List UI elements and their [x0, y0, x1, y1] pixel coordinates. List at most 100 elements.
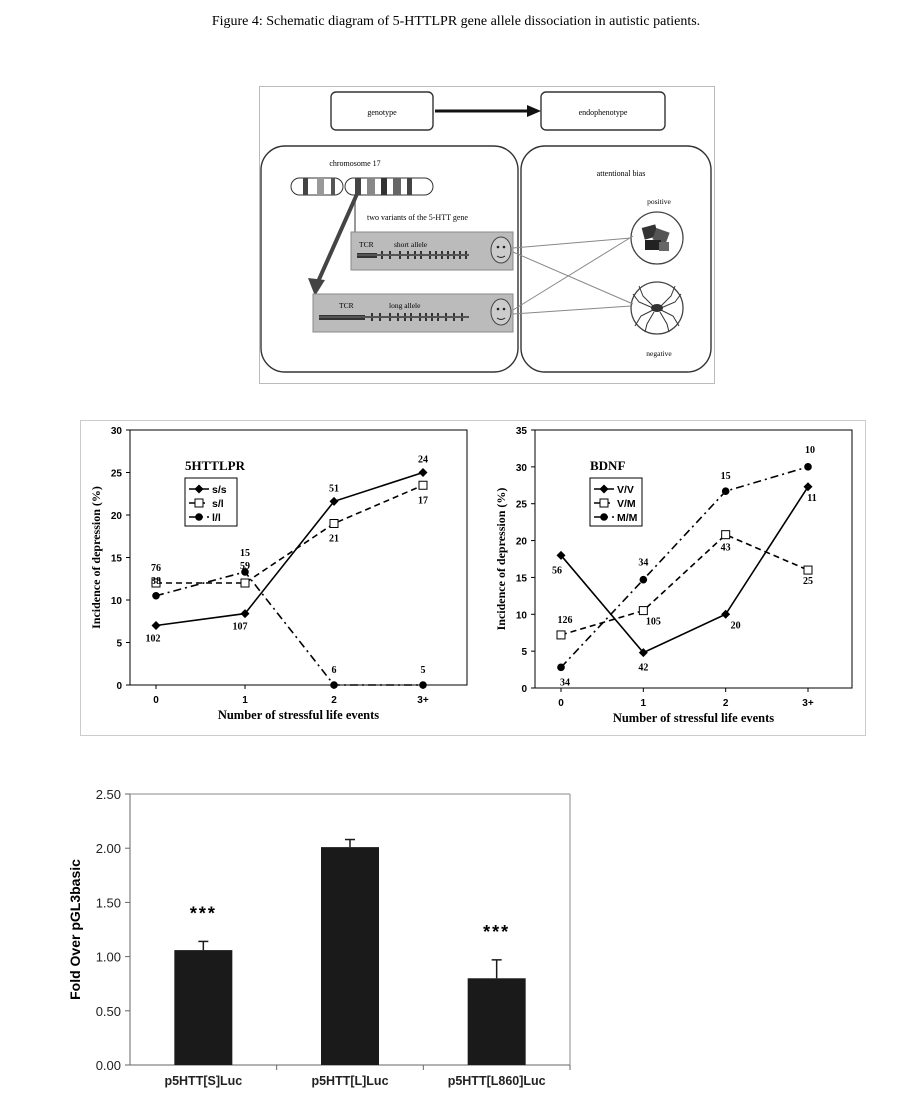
chart-bdnf-y-tick-label: 35 — [516, 426, 528, 437]
chart-bdnf-data-label: 105 — [646, 617, 661, 628]
schematic-diagram: genotype endophenotype chromosome 17 two… — [259, 86, 715, 384]
chart-5httlpr-y-tick-label: 0 — [116, 681, 122, 692]
long-allele-face-icon — [490, 298, 512, 326]
endophenotype-label: endophenotype — [579, 108, 628, 117]
variants-label: two variants of the 5-HTT gene — [367, 213, 468, 222]
positive-stimulus-icon — [630, 211, 684, 265]
line-charts-frame — [80, 420, 866, 736]
chart-5httlpr-data-label: 5 — [421, 665, 426, 676]
chart-5httlpr-x-tick-label: 3+ — [417, 695, 429, 706]
chart-bdnf-data-label: 56 — [552, 565, 562, 576]
chart-5httlpr-data-label: 15 — [240, 548, 250, 559]
chart-5httlpr-legend-entry: s/s — [212, 484, 227, 496]
chart-5httlpr-data-label: 24 — [418, 455, 428, 466]
chart-bdnf-y-tick-label: 25 — [516, 500, 528, 511]
chart-bdnf-legend-marker — [600, 513, 608, 521]
chart-5httlpr-y-tick-label: 25 — [111, 469, 123, 480]
short-allele-label: short allele — [394, 240, 428, 249]
chart-bdnf-series-line-2 — [560, 466, 809, 668]
genotype-arrow-head — [527, 105, 541, 117]
chart-bdnf-data-label: 126 — [558, 615, 573, 626]
bar-0 — [174, 950, 233, 1065]
chart-bdnf-y-tick-label: 5 — [521, 647, 527, 658]
chart-bdnf-data-label: 34 — [638, 558, 648, 569]
chart-bdnf-legend-entry: M/M — [617, 512, 638, 524]
bar-y-tick-label: 1.50 — [96, 895, 121, 910]
chart-bdnf-x-tick-label: 3+ — [802, 698, 814, 709]
bar-significance-marker: *** — [190, 903, 217, 923]
chart-bdnf-y-tick-label: 30 — [516, 463, 528, 474]
chart-bdnf-legend-marker — [599, 498, 609, 508]
chart-5httlpr-x-tick-label: 2 — [331, 695, 337, 706]
chart-bdnf-data-point — [556, 630, 566, 640]
chart-5httlpr-data-label: 6 — [332, 665, 337, 676]
chart-5httlpr-data-point — [151, 578, 161, 588]
chart-5httlpr-series-line-1 — [156, 484, 424, 584]
chart-bdnf-x-tick-label: 1 — [641, 698, 647, 709]
chart-5httlpr-legend-marker — [194, 498, 204, 508]
chart-bdnf-y-tick-label: 0 — [521, 684, 527, 695]
chart-luciferase: 0.00 0.50 1.00 1.50 2.00 2.50 Fold Over pGL3ba… — [67, 787, 571, 1088]
chart-5httlpr-data-label: 76 — [151, 563, 161, 574]
chart-5httlpr-legend-entry: s/l — [212, 498, 224, 510]
chart-5httlpr-data-point — [152, 591, 160, 600]
chart-bdnf-data-label: 11 — [807, 493, 816, 504]
chart-5httlpr-legend-marker — [195, 513, 203, 521]
chart-5httlpr-data-point — [418, 468, 428, 477]
chart-5httlpr-y-tick-label: 10 — [111, 596, 123, 607]
chart-5httlpr-y-tick-label: 5 — [116, 639, 122, 650]
chart-5httlpr: 0 5 10 15 20 25 30 0 1 2 3+ Number of stressful lif… — [89, 426, 468, 722]
chart-bdnf-y-tick-label: 15 — [516, 573, 528, 584]
chart-5httlpr-data-point — [240, 609, 250, 619]
chart-bdnf-data-label: 43 — [721, 543, 731, 554]
chart-bdnf-data-point — [721, 609, 731, 619]
chart-5httlpr-data-point — [419, 681, 427, 689]
chart-bdnf-data-point — [556, 550, 566, 560]
bar-category-label: p5HTT[L860]Luc — [448, 1074, 546, 1088]
short-allele-face-icon — [490, 236, 512, 264]
chart-bdnf-data-point — [803, 482, 813, 492]
bar-2 — [467, 978, 526, 1065]
chart-bdnf-legend-marker — [599, 484, 609, 494]
chart-5httlpr-y-tick-label: 30 — [111, 426, 123, 437]
chart-5httlpr-series-line-0 — [155, 471, 424, 627]
chart-bdnf-chart-title: BDNF — [590, 458, 625, 473]
chart-bdnf-y-tick-label: 20 — [516, 537, 528, 548]
chart-bdnf-data-label: 42 — [638, 663, 648, 674]
chart-bdnf-y-axis-label: Incidence of depression (%) — [494, 488, 508, 631]
chart-bdnf-plot-area — [534, 429, 853, 689]
bar-chart: 0.00 0.50 1.00 1.50 2.00 2.50 Fold Over pGL3ba… — [67, 787, 571, 1088]
bar-y-tick-label: 1.00 — [96, 950, 121, 965]
chart-bdnf-data-point — [721, 530, 731, 540]
chart-5httlpr-y-axis-label: Incidence of depression (%) — [89, 486, 103, 629]
chart-bdnf-x-tick-label: 2 — [723, 698, 729, 709]
chart-5httlpr-data-label: 59 — [240, 561, 250, 572]
chart-5httlpr-y-tick-label: 15 — [111, 554, 123, 565]
short-allele-bar: TCR short allele — [350, 231, 514, 271]
chart-bdnf-data-label: 34 — [560, 677, 570, 688]
negative-stimulus-icon — [630, 281, 684, 335]
bar-y-axis-label: Fold Over pGL3basic — [67, 859, 83, 1000]
short-allele-tcr: TCR — [359, 240, 374, 249]
chart-bdnf: 0 5 10 15 20 25 30 35 0 1 2 3+ Number of stressful l… — [494, 426, 853, 725]
chart-5httlpr-x-axis-label: Number of stressful life events — [218, 708, 379, 722]
chart-bdnf-data-label: 20 — [731, 620, 741, 631]
chart-bdnf-legend-entry: V/M — [617, 498, 636, 510]
chart-5httlpr-data-point — [330, 681, 338, 689]
chart-5httlpr-series-line-2 — [155, 571, 423, 686]
chart-bdnf-data-label: 15 — [721, 471, 731, 482]
chart-bdnf-data-point — [721, 487, 730, 495]
chromosome-17-graphic — [290, 177, 434, 196]
chart-bdnf-data-point — [804, 463, 812, 471]
negative-label: negative — [646, 349, 672, 358]
bar-category-label: p5HTT[S]Luc — [164, 1074, 242, 1088]
chart-5httlpr-x-tick-label: 0 — [153, 695, 159, 706]
chart-bdnf-data-label: 10 — [805, 445, 815, 456]
chart-5httlpr-data-label: 51 — [329, 483, 339, 494]
attentional-bias-label: attentional bias — [597, 169, 646, 178]
bar-significance-marker: *** — [483, 922, 510, 942]
chart-5httlpr-y-tick-label: 20 — [111, 511, 123, 522]
chart-5httlpr-data-label: 38 — [151, 576, 161, 587]
long-allele-arrow — [315, 193, 359, 285]
